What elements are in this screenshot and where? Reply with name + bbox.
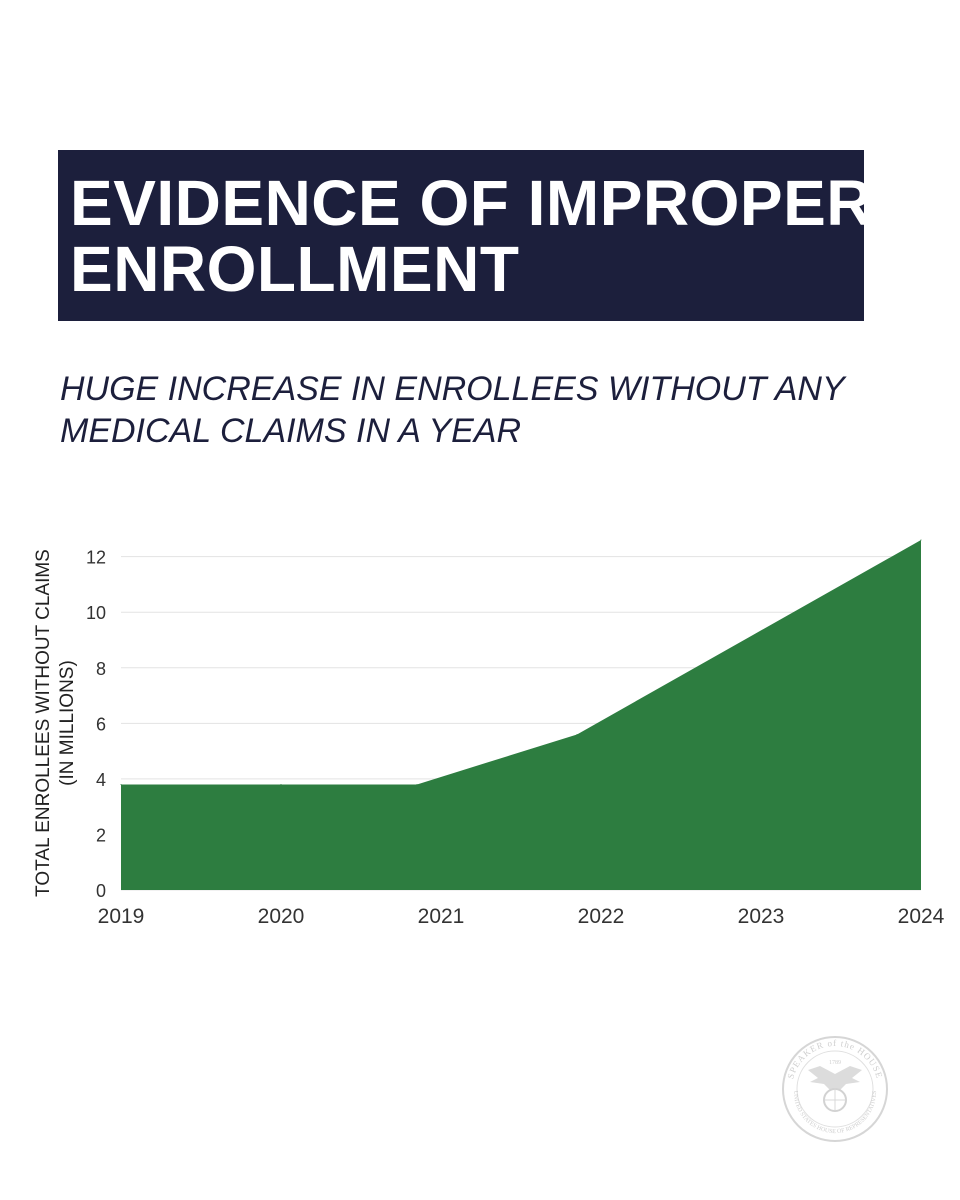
x-tick-label-2023: 2023 bbox=[738, 905, 785, 928]
title-line-2: ENROLLMENT bbox=[70, 233, 520, 305]
title-banner: EVIDENCE OF IMPROPER ENROLLMENT bbox=[58, 150, 873, 321]
x-tick-label-2020: 2020 bbox=[258, 905, 305, 928]
y-tick-label-12: 12 bbox=[86, 548, 106, 568]
area-series-0 bbox=[121, 540, 921, 890]
y-axis-label-line-1: TOTAL ENROLLEES WITHOUT CLAIMS bbox=[33, 549, 54, 897]
subtitle-line-2: MEDICAL CLAIMS IN A YEAR bbox=[60, 412, 522, 450]
subtitle-line-1: HUGE INCREASE IN ENROLLEES WITHOUT ANY bbox=[60, 370, 845, 408]
data-point-2 bbox=[416, 783, 418, 785]
chart-subtitle: HUGE INCREASE IN ENROLLEES WITHOUT ANY M… bbox=[60, 368, 920, 452]
y-axis-label-line-2: (IN MILLIONS) bbox=[57, 660, 78, 786]
data-point-0 bbox=[120, 783, 122, 785]
x-tick-label-2021: 2021 bbox=[418, 905, 465, 928]
x-tick-label-2024: 2024 bbox=[898, 905, 945, 928]
data-point-4 bbox=[920, 539, 922, 541]
speaker-seal: SPEAKER of the HOUSE 1789 UNITED STATES … bbox=[782, 1036, 888, 1142]
x-tick-label-2019: 2019 bbox=[98, 905, 145, 928]
y-tick-label-0: 0 bbox=[96, 881, 106, 901]
title-line-1: EVIDENCE OF IMPROPER bbox=[70, 167, 873, 239]
y-axis-ticks: 0 2 4 6 8 10 12 bbox=[86, 548, 106, 901]
eagle-globe-icon bbox=[808, 1066, 862, 1112]
x-tick-label-2022: 2022 bbox=[578, 905, 625, 928]
y-tick-label-6: 6 bbox=[96, 714, 106, 734]
y-tick-label-4: 4 bbox=[96, 770, 106, 790]
area-chart: 0 2 4 6 8 10 12 2019 2020 2021 2022 2023 2024 TOTAL… bbox=[33, 539, 945, 928]
seal-year: 1789 bbox=[829, 1060, 841, 1066]
area-series bbox=[120, 539, 922, 890]
y-axis-label: TOTAL ENROLLEES WITHOUT CLAIMS (IN MILLIO… bbox=[33, 549, 78, 897]
y-tick-label-2: 2 bbox=[96, 825, 106, 845]
x-axis-ticks: 2019 2020 2021 2022 2023 2024 bbox=[98, 905, 945, 928]
data-point-3 bbox=[576, 733, 578, 735]
y-tick-label-8: 8 bbox=[96, 659, 106, 679]
y-tick-label-10: 10 bbox=[86, 603, 106, 623]
data-point-1 bbox=[280, 783, 282, 785]
